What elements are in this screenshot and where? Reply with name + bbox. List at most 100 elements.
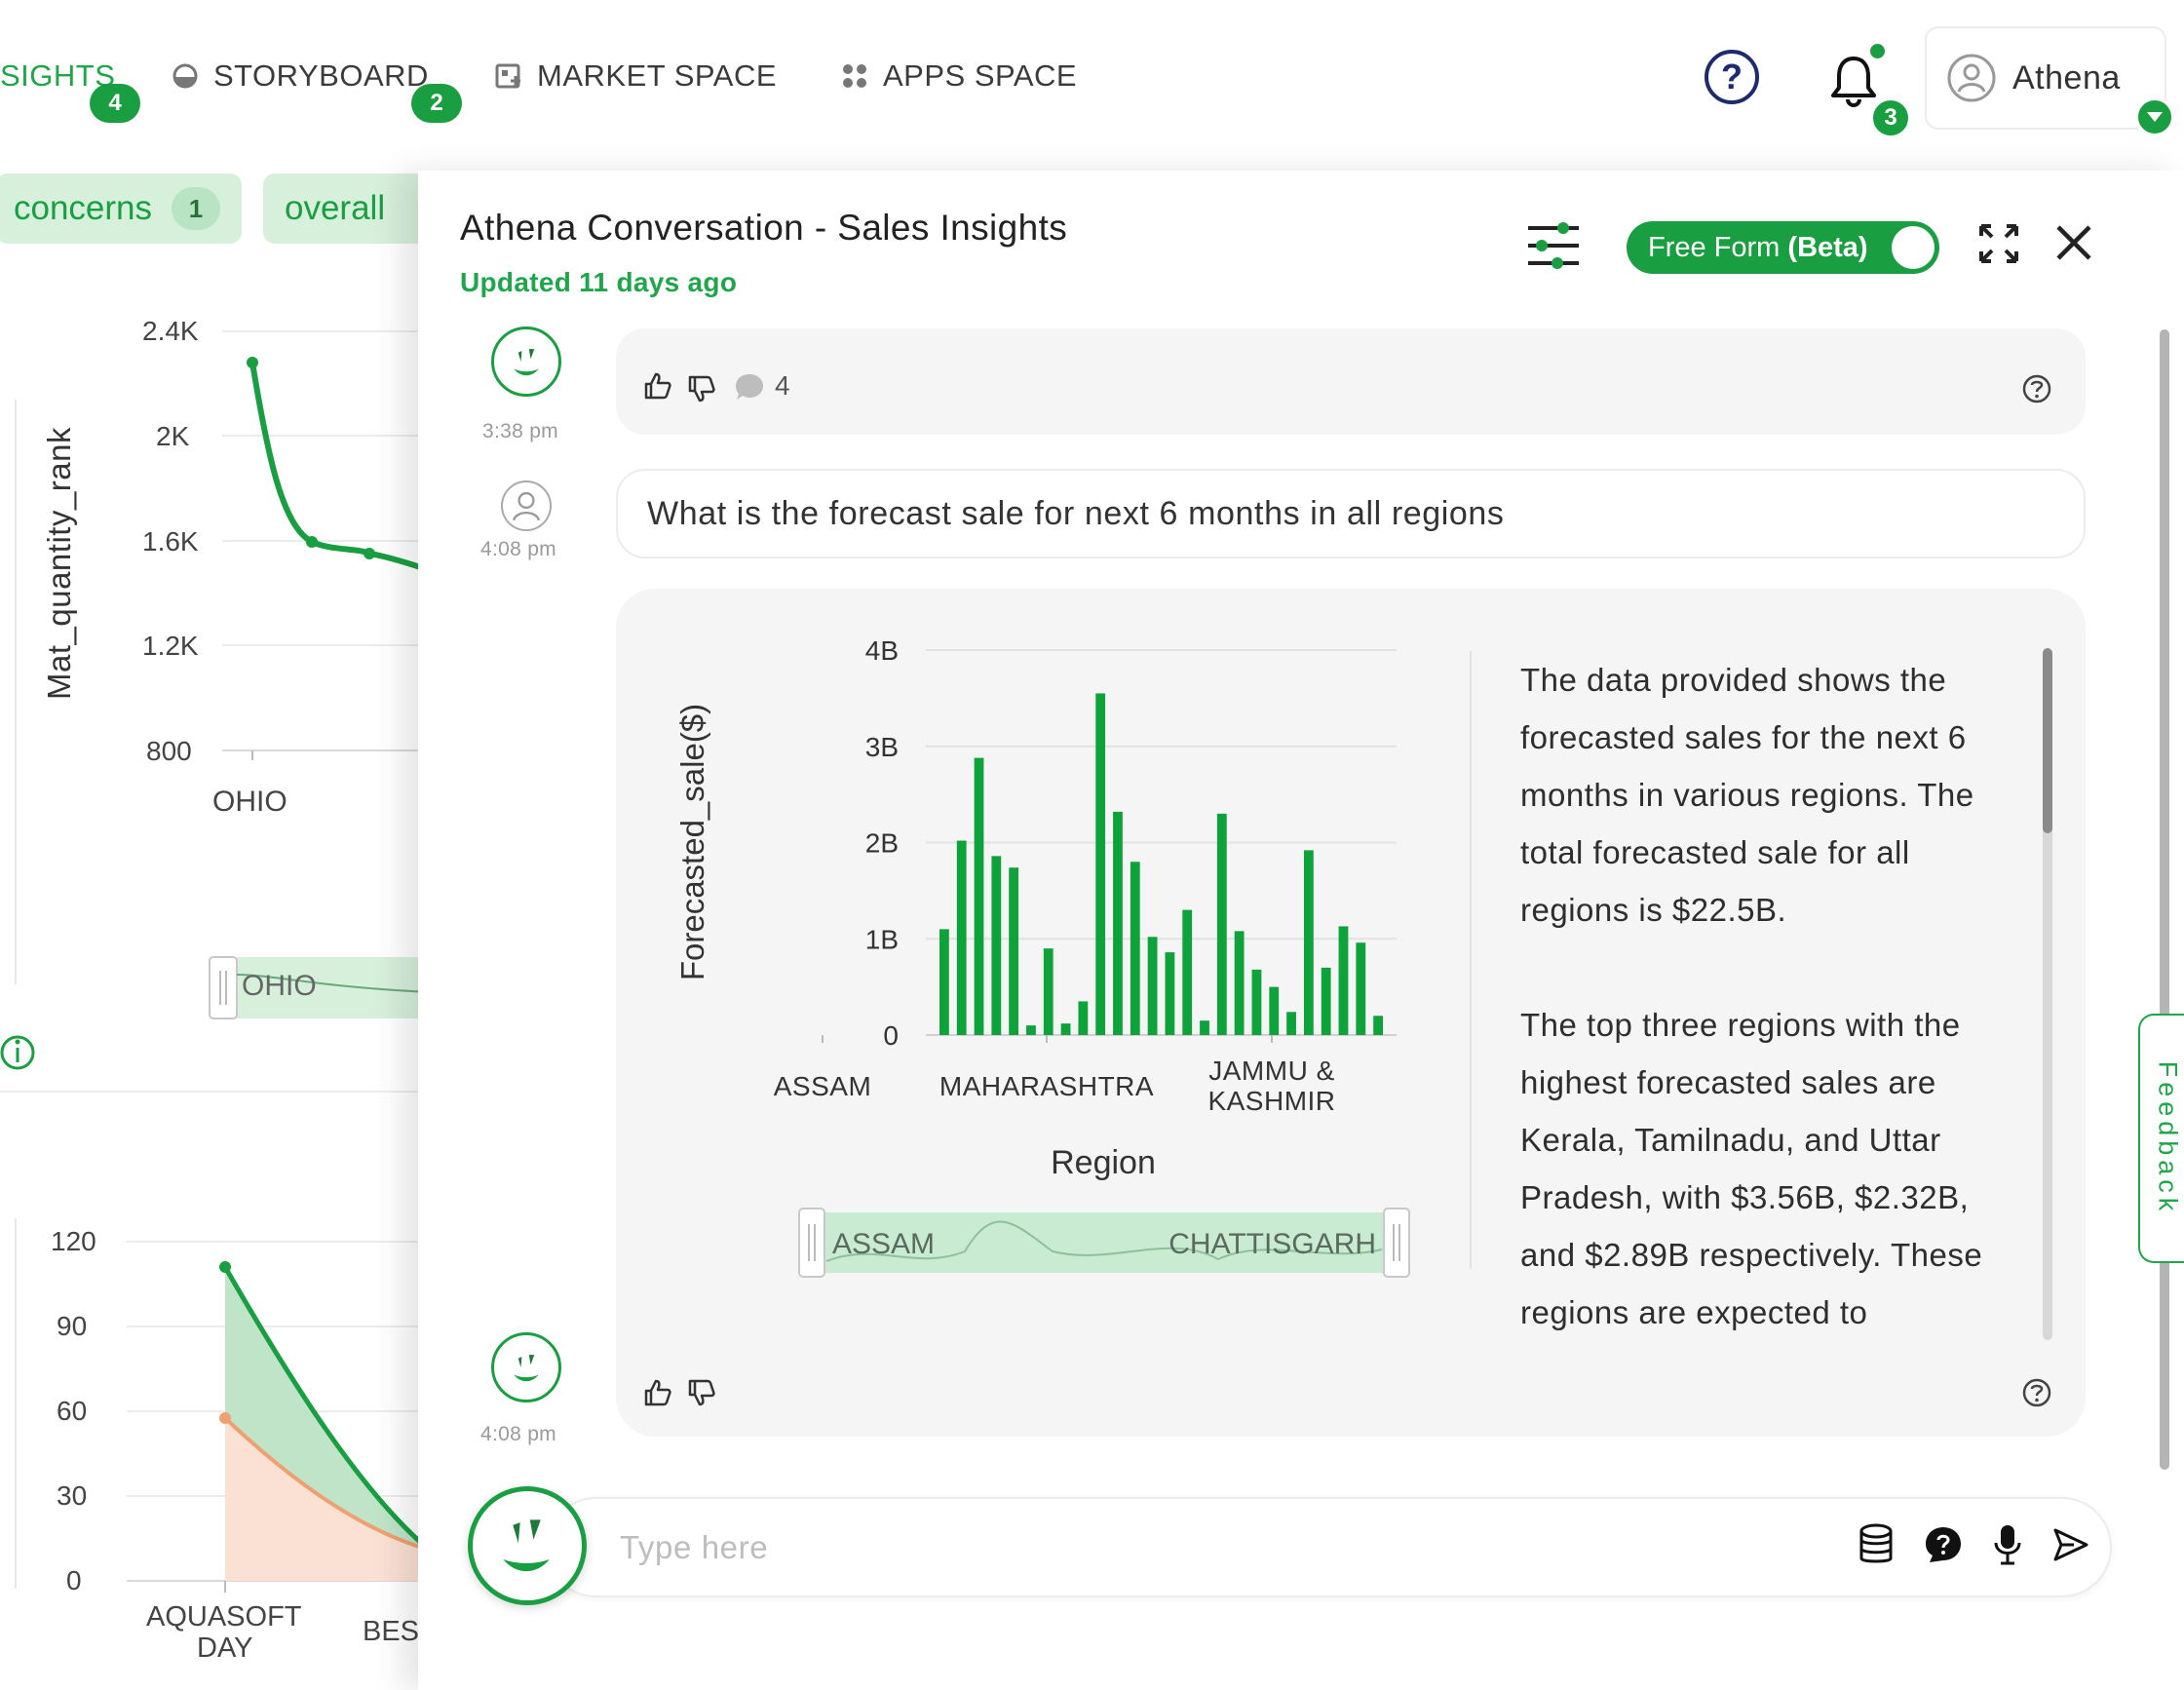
database-icon[interactable] — [1858, 1523, 1895, 1566]
chat-input[interactable] — [620, 1520, 1789, 1575]
chart-range-slider — [799, 1212, 1409, 1273]
chart-bar — [1130, 862, 1140, 1035]
chart-ytick-label: 0 — [883, 1020, 899, 1051]
chart-bar — [956, 840, 967, 1035]
chart-range-start-label: ASSAM — [832, 1228, 935, 1260]
user-question-message: What is the forecast sale for next 6 mon… — [616, 469, 2086, 558]
toggle-knob — [1892, 226, 1935, 269]
thumbs-up-icon[interactable] — [643, 371, 672, 401]
answer-text: The data provided shows the forecasted s… — [1520, 651, 2027, 1399]
user-menu[interactable]: Athena — [1925, 26, 2166, 130]
answer-divider — [1470, 651, 1472, 1269]
message-time: 3:38 pm — [482, 420, 558, 442]
athena-bot-avatar — [491, 1332, 561, 1402]
chart-bar — [1269, 986, 1280, 1035]
chart-bar — [1113, 811, 1123, 1035]
nav-tab-storyboard[interactable]: STORYBOARD — [171, 57, 429, 96]
filter-chip-overall[interactable]: overall — [263, 173, 429, 244]
panel-scrollbar-thumb[interactable] — [2160, 329, 2169, 1470]
bg-chart2-ytick: 30 — [57, 1480, 88, 1511]
close-icon[interactable] — [2054, 223, 2093, 262]
chart-bar — [1338, 926, 1349, 1035]
nav-tab-insights[interactable]: SIGHTS — [0, 57, 115, 96]
filter-settings-icon[interactable] — [1524, 220, 1583, 271]
chart-ytick-label: 1B — [865, 924, 899, 954]
question-help-icon[interactable] — [2021, 373, 2052, 404]
comment-icon[interactable] — [734, 372, 765, 402]
bg-chart2-xtick: BESI — [363, 1616, 428, 1647]
chart-range-handle-end — [1383, 1208, 1410, 1278]
answer-paragraph: The top three regions with the highest f… — [1520, 1007, 1983, 1330]
expand-icon[interactable] — [1978, 223, 2019, 264]
chart-bar — [1234, 931, 1245, 1035]
bg-chart-ytick: 2.4K — [142, 316, 199, 346]
bg-chart-ylabel: Mat_quantity_rank — [41, 427, 77, 700]
chart-bar — [1060, 1023, 1071, 1035]
thumbs-down-icon[interactable] — [687, 1378, 716, 1407]
chart-bar — [1026, 1025, 1036, 1035]
bg-chart2-xtick: AQUASOFT — [146, 1601, 302, 1632]
chart-bar — [1043, 948, 1054, 1035]
chart-bar — [1356, 942, 1366, 1035]
chip-concerns-count: 1 — [172, 187, 221, 230]
panel-updated-time: Updated 11 days ago — [460, 267, 738, 297]
chart-bar — [1200, 1020, 1209, 1035]
chart-bar — [1286, 1012, 1296, 1035]
background-dashboard-charts — [0, 330, 429, 1593]
user-question-text: What is the forecast sale for next 6 mon… — [647, 494, 1505, 532]
thumbs-down-icon[interactable] — [687, 374, 716, 403]
chart-bar — [1321, 967, 1331, 1035]
answer-scrollbar-track[interactable] — [2043, 648, 2052, 1340]
notification-dot — [1870, 44, 1885, 58]
user-dropdown-button[interactable] — [2135, 97, 2174, 136]
filter-chip-concerns[interactable]: concerns 1 — [0, 173, 242, 244]
bg-chart2-ytick: 60 — [57, 1396, 88, 1426]
chart-xlabel: Region — [1051, 1144, 1156, 1181]
user-name: Athena — [2012, 58, 2121, 96]
bg-chart-xtick: OHIO — [212, 786, 287, 818]
chip-concerns-label: concerns — [14, 189, 153, 227]
chart-bar — [1165, 952, 1175, 1035]
send-icon[interactable] — [2052, 1527, 2089, 1562]
chart-ytick-label: 3B — [865, 732, 899, 762]
chart-ylabel: Forecasted_sale($) — [674, 704, 710, 980]
chart-bar — [1251, 969, 1262, 1035]
chart-ytick-label: 4B — [865, 635, 899, 666]
feedback-tab[interactable] — [2138, 1014, 2184, 1263]
help-icon[interactable]: ? — [1705, 50, 1759, 104]
nav-tab-market-space[interactable]: MARKET SPACE — [494, 57, 777, 96]
toggle-label-beta: (Beta) — [1787, 231, 1868, 263]
nav-tab-apps-space[interactable]: APPS SPACE — [840, 57, 1077, 96]
message-time: 4:08 pm — [480, 1423, 556, 1445]
bg-chart2-ytick: 90 — [57, 1311, 88, 1341]
user-message-avatar-icon — [501, 480, 552, 531]
forecast-bar-chart[interactable]: 0 1B 2B 3B 4B ASSAM MAHARASHTRA JAMMU &KASHMIR R… — [616, 589, 1474, 1300]
chart-bar — [1182, 909, 1193, 1035]
nav-tab-apps-space-label: APPS SPACE — [883, 58, 1078, 93]
question-help-icon[interactable] — [2021, 1377, 2052, 1408]
bell-icon[interactable] — [1827, 53, 1880, 111]
chart-bar — [991, 856, 1002, 1035]
storyboard-icon — [172, 63, 198, 89]
bg-chart-ytick: 2K — [156, 421, 190, 451]
chart-bar — [1009, 867, 1019, 1035]
chart-xtick-label: MAHARASHTRA — [939, 1071, 1154, 1101]
chart-ytick-label: 2B — [865, 828, 899, 859]
answer-scrollbar-thumb[interactable] — [2043, 648, 2052, 833]
question-bubble-icon[interactable] — [1924, 1525, 1963, 1564]
bg-chart-ytick: 800 — [146, 736, 192, 766]
storyboard-count-badge: 2 — [411, 84, 462, 123]
bg-chart2-ytick: 0 — [66, 1565, 82, 1595]
athena-bot-avatar — [491, 326, 561, 397]
user-avatar-icon — [1947, 54, 1996, 102]
bg-chart-ytick: 1.2K — [142, 631, 199, 661]
chevron-down-icon — [2147, 112, 2163, 122]
microphone-icon[interactable] — [1992, 1523, 2023, 1566]
thumbs-up-icon[interactable] — [643, 1378, 672, 1407]
chip-overall-label: overall — [285, 189, 386, 227]
panel-title: Athena Conversation - Sales Insights — [460, 208, 1068, 248]
free-form-toggle[interactable]: Free Form (Beta) — [1627, 221, 1939, 274]
apps-icon — [843, 64, 866, 88]
athena-assistant-avatar[interactable] — [468, 1486, 587, 1605]
chart-range-handle-start — [798, 1208, 825, 1278]
